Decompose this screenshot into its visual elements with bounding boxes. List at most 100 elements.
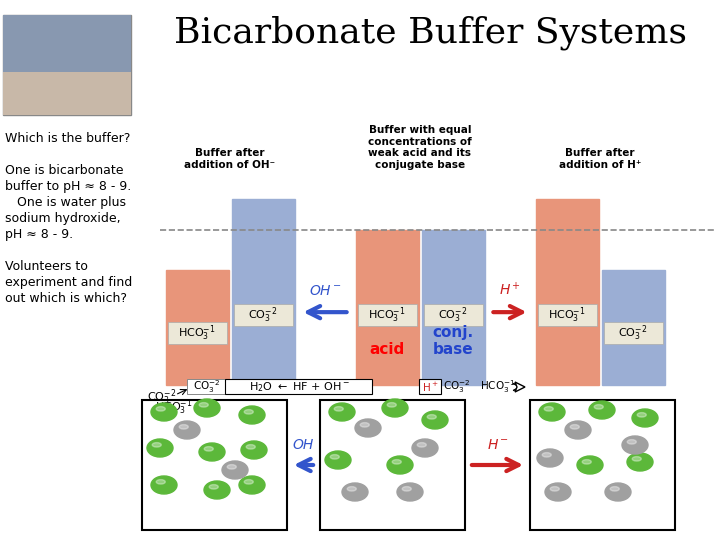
Ellipse shape xyxy=(156,480,166,484)
Bar xyxy=(536,199,598,385)
Ellipse shape xyxy=(545,483,571,501)
FancyBboxPatch shape xyxy=(538,304,596,326)
Ellipse shape xyxy=(334,407,343,411)
Text: HCO$_3^{-1}$: HCO$_3^{-1}$ xyxy=(155,397,193,416)
Text: pH ≈ 8 - 9.: pH ≈ 8 - 9. xyxy=(5,228,73,241)
Ellipse shape xyxy=(627,440,636,444)
Bar xyxy=(320,400,465,530)
Ellipse shape xyxy=(347,487,356,491)
Ellipse shape xyxy=(222,461,248,479)
Ellipse shape xyxy=(402,487,411,491)
Bar xyxy=(232,199,294,385)
Ellipse shape xyxy=(210,484,218,489)
Bar xyxy=(3,72,131,115)
Ellipse shape xyxy=(611,487,619,491)
Bar xyxy=(142,400,287,530)
Ellipse shape xyxy=(589,401,615,419)
Text: One is bicarbonate: One is bicarbonate xyxy=(5,164,124,177)
Text: Buffer after
addition of OH⁻: Buffer after addition of OH⁻ xyxy=(184,148,276,170)
Ellipse shape xyxy=(151,476,177,494)
FancyBboxPatch shape xyxy=(423,304,482,326)
Bar xyxy=(530,400,675,530)
Ellipse shape xyxy=(427,415,436,419)
Ellipse shape xyxy=(244,410,253,414)
Text: H$^+$: H$^+$ xyxy=(499,281,521,298)
Ellipse shape xyxy=(241,441,267,459)
Text: H$_2$O $\leftarrow$ HF + OH$^-$: H$_2$O $\leftarrow$ HF + OH$^-$ xyxy=(248,380,349,394)
Ellipse shape xyxy=(382,399,408,417)
Ellipse shape xyxy=(330,455,339,459)
Text: CO$_3^{-2}$: CO$_3^{-2}$ xyxy=(443,379,470,395)
Ellipse shape xyxy=(329,403,355,421)
Ellipse shape xyxy=(542,453,552,457)
Ellipse shape xyxy=(550,487,559,491)
Text: H$^-$: H$^-$ xyxy=(487,438,508,452)
Ellipse shape xyxy=(544,407,553,411)
Ellipse shape xyxy=(239,476,265,494)
Text: acid: acid xyxy=(369,342,405,357)
Text: HCO$_3^{-1}$: HCO$_3^{-1}$ xyxy=(480,379,516,395)
Ellipse shape xyxy=(632,409,658,427)
Ellipse shape xyxy=(246,444,256,449)
Text: sodium hydroxide,: sodium hydroxide, xyxy=(5,212,121,225)
Text: conj.
base: conj. base xyxy=(433,325,474,357)
Ellipse shape xyxy=(417,443,426,447)
Text: HCO$_3^{-1}$: HCO$_3^{-1}$ xyxy=(178,323,216,343)
Ellipse shape xyxy=(156,407,166,411)
Text: OH: OH xyxy=(293,438,314,452)
Ellipse shape xyxy=(539,403,565,421)
Ellipse shape xyxy=(392,460,401,464)
Text: Buffer with equal
concentrations of
weak acid and its
conjugate base: Buffer with equal concentrations of weak… xyxy=(368,125,472,170)
Ellipse shape xyxy=(239,406,265,424)
FancyBboxPatch shape xyxy=(233,304,292,326)
Ellipse shape xyxy=(637,413,647,417)
Text: HCO$_3^{-1}$: HCO$_3^{-1}$ xyxy=(368,306,406,325)
FancyBboxPatch shape xyxy=(225,379,372,394)
Bar xyxy=(3,15,131,72)
Bar xyxy=(356,230,418,385)
Ellipse shape xyxy=(325,451,351,469)
Text: buffer to pH ≈ 8 - 9.: buffer to pH ≈ 8 - 9. xyxy=(5,180,131,193)
Ellipse shape xyxy=(342,483,368,501)
Text: Bicarbonate Buffer Systems: Bicarbonate Buffer Systems xyxy=(174,15,686,50)
Bar xyxy=(601,271,665,385)
Ellipse shape xyxy=(387,403,396,407)
Ellipse shape xyxy=(570,424,580,429)
Ellipse shape xyxy=(360,423,369,427)
Ellipse shape xyxy=(537,449,563,467)
Ellipse shape xyxy=(199,443,225,461)
Ellipse shape xyxy=(228,464,236,469)
FancyBboxPatch shape xyxy=(603,322,662,345)
Ellipse shape xyxy=(387,456,413,474)
Text: Volunteers to: Volunteers to xyxy=(5,260,88,273)
Text: Buffer after
addition of H⁺: Buffer after addition of H⁺ xyxy=(559,148,642,170)
Text: CO$_3^{-2}$: CO$_3^{-2}$ xyxy=(618,323,648,343)
Ellipse shape xyxy=(147,439,173,457)
Ellipse shape xyxy=(151,403,177,421)
Ellipse shape xyxy=(422,411,448,429)
Ellipse shape xyxy=(582,460,591,464)
FancyBboxPatch shape xyxy=(168,322,227,345)
Ellipse shape xyxy=(174,421,200,439)
Text: CO$_3^{-2}$: CO$_3^{-2}$ xyxy=(438,306,468,325)
FancyBboxPatch shape xyxy=(187,379,227,394)
Ellipse shape xyxy=(565,421,591,439)
Bar xyxy=(166,271,228,385)
Ellipse shape xyxy=(179,424,189,429)
Ellipse shape xyxy=(204,447,213,451)
Ellipse shape xyxy=(632,457,642,461)
Ellipse shape xyxy=(244,480,253,484)
Ellipse shape xyxy=(594,404,603,409)
Text: CO$_3^{-2}$: CO$_3^{-2}$ xyxy=(193,379,221,395)
Text: OH$^-$: OH$^-$ xyxy=(309,284,341,298)
Text: H$^+$: H$^+$ xyxy=(422,381,438,394)
Ellipse shape xyxy=(627,453,653,471)
Ellipse shape xyxy=(397,483,423,501)
Ellipse shape xyxy=(622,436,648,454)
Text: CO$_3^{-2}$: CO$_3^{-2}$ xyxy=(248,306,278,325)
FancyBboxPatch shape xyxy=(358,304,416,326)
Text: experiment and find: experiment and find xyxy=(5,276,132,289)
Text: HCO$_3^{-1}$: HCO$_3^{-1}$ xyxy=(548,306,586,325)
Ellipse shape xyxy=(204,481,230,499)
Bar xyxy=(421,230,485,385)
